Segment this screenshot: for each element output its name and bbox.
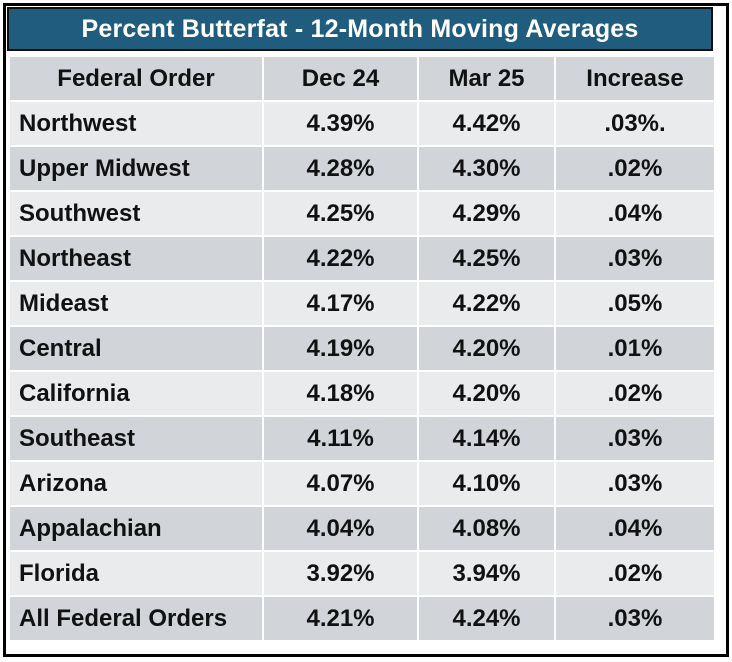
- federal-order-cell: Upper Midwest: [10, 147, 264, 192]
- table-row: Mideast 4.17% 4.22% .05%: [10, 282, 716, 327]
- increase-cell: .03%: [556, 417, 716, 462]
- table-row: Upper Midwest 4.28% 4.30% .02%: [10, 147, 716, 192]
- dec-24-cell: 4.39%: [264, 102, 419, 147]
- mar-25-cell: 4.14%: [419, 417, 556, 462]
- dec-24-cell: 4.28%: [264, 147, 419, 192]
- table-row: Southwest 4.25% 4.29% .04%: [10, 192, 716, 237]
- dec-24-cell: 4.25%: [264, 192, 419, 237]
- federal-order-cell: Northeast: [10, 237, 264, 282]
- federal-order-cell: Southeast: [10, 417, 264, 462]
- mar-25-cell: 4.30%: [419, 147, 556, 192]
- increase-cell: .03%.: [556, 102, 716, 147]
- increase-cell: .02%: [556, 372, 716, 417]
- title-bar: Percent Butterfat - 12-Month Moving Aver…: [7, 7, 713, 51]
- mar-25-cell: 4.08%: [419, 507, 556, 552]
- dec-24-cell: 4.11%: [264, 417, 419, 462]
- column-header-mar-25: Mar 25: [419, 57, 556, 102]
- mar-25-cell: 4.10%: [419, 462, 556, 507]
- increase-cell: .03%: [556, 597, 716, 642]
- table-row: Appalachian 4.04% 4.08% .04%: [10, 507, 716, 552]
- butterfat-table: Federal Order Dec 24 Mar 25 Increase Nor…: [10, 57, 716, 642]
- federal-order-cell: Florida: [10, 552, 264, 597]
- federal-order-cell: California: [10, 372, 264, 417]
- increase-cell: .02%: [556, 552, 716, 597]
- federal-order-cell: Arizona: [10, 462, 264, 507]
- increase-cell: .03%: [556, 462, 716, 507]
- table-row: Northeast 4.22% 4.25% .03%: [10, 237, 716, 282]
- federal-order-cell: Northwest: [10, 102, 264, 147]
- header-row: Federal Order Dec 24 Mar 25 Increase: [10, 57, 716, 102]
- table-body: Northwest 4.39% 4.42% .03%. Upper Midwest 4.2…: [10, 102, 716, 642]
- dec-24-cell: 4.17%: [264, 282, 419, 327]
- dec-24-cell: 4.22%: [264, 237, 419, 282]
- table-title: Percent Butterfat - 12-Month Moving Aver…: [81, 14, 639, 43]
- federal-order-cell: Central: [10, 327, 264, 372]
- dec-24-cell: 4.19%: [264, 327, 419, 372]
- table-row: Southeast 4.11% 4.14% .03%: [10, 417, 716, 462]
- mar-25-cell: 4.20%: [419, 372, 556, 417]
- mar-25-cell: 4.22%: [419, 282, 556, 327]
- dec-24-cell: 4.21%: [264, 597, 419, 642]
- federal-order-cell: Southwest: [10, 192, 264, 237]
- federal-order-cell: Appalachian: [10, 507, 264, 552]
- mar-25-cell: 4.24%: [419, 597, 556, 642]
- dec-24-cell: 3.92%: [264, 552, 419, 597]
- mar-25-cell: 4.20%: [419, 327, 556, 372]
- mar-25-cell: 4.42%: [419, 102, 556, 147]
- increase-cell: .04%: [556, 507, 716, 552]
- federal-order-cell: All Federal Orders: [10, 597, 264, 642]
- dec-24-cell: 4.04%: [264, 507, 419, 552]
- mar-25-cell: 4.25%: [419, 237, 556, 282]
- table-row: All Federal Orders 4.21% 4.24% .03%: [10, 597, 716, 642]
- increase-cell: .02%: [556, 147, 716, 192]
- table-row: Arizona 4.07% 4.10% .03%: [10, 462, 716, 507]
- increase-cell: .03%: [556, 237, 716, 282]
- dec-24-cell: 4.07%: [264, 462, 419, 507]
- mar-25-cell: 3.94%: [419, 552, 556, 597]
- increase-cell: .05%: [556, 282, 716, 327]
- column-header-increase: Increase: [556, 57, 716, 102]
- federal-order-cell: Mideast: [10, 282, 264, 327]
- table-row: Florida 3.92% 3.94% .02%: [10, 552, 716, 597]
- column-header-dec-24: Dec 24: [264, 57, 419, 102]
- column-header-federal-order: Federal Order: [10, 57, 264, 102]
- mar-25-cell: 4.29%: [419, 192, 556, 237]
- increase-cell: .04%: [556, 192, 716, 237]
- dec-24-cell: 4.18%: [264, 372, 419, 417]
- table-row: Northwest 4.39% 4.42% .03%.: [10, 102, 716, 147]
- table-row: California 4.18% 4.20% .02%: [10, 372, 716, 417]
- table-row: Central 4.19% 4.20% .01%: [10, 327, 716, 372]
- increase-cell: .01%: [556, 327, 716, 372]
